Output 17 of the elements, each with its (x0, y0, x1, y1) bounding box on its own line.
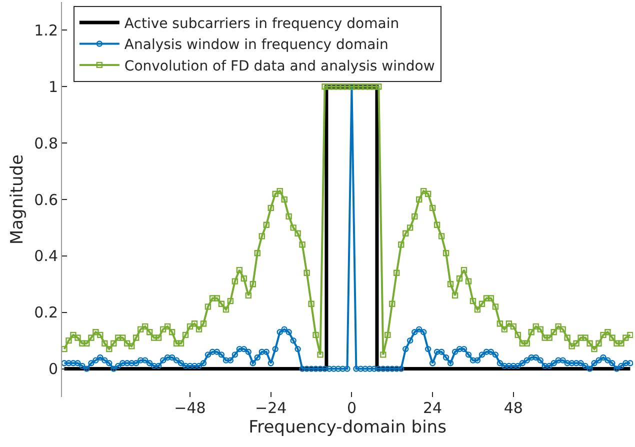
x-tick-label: 24 (423, 399, 442, 417)
y-tick-label: 0.8 (34, 134, 58, 152)
y-tick-label: 0.2 (34, 304, 58, 322)
y-axis-title: Magnitude (8, 154, 28, 245)
x-tick-label: 0 (346, 399, 356, 417)
y-tick-label: 1 (48, 78, 58, 96)
y-tick-label: 0 (48, 360, 58, 378)
x-tick-label: 48 (504, 399, 523, 417)
legend-label: Analysis window in frequency domain (124, 37, 388, 54)
legend-label: Convolution of FD data and analysis window (124, 58, 435, 74)
x-tick-label: −24 (255, 399, 287, 417)
y-tick-label: 1.2 (34, 21, 58, 40)
x-tick-label: −48 (174, 399, 206, 417)
y-tick-label: 0.6 (34, 190, 58, 209)
y-tick-label: 0.4 (34, 247, 58, 266)
legend-label: Active subcarriers in frequency domain (124, 16, 400, 32)
x-axis-title: Frequency-domain bins (248, 417, 447, 438)
